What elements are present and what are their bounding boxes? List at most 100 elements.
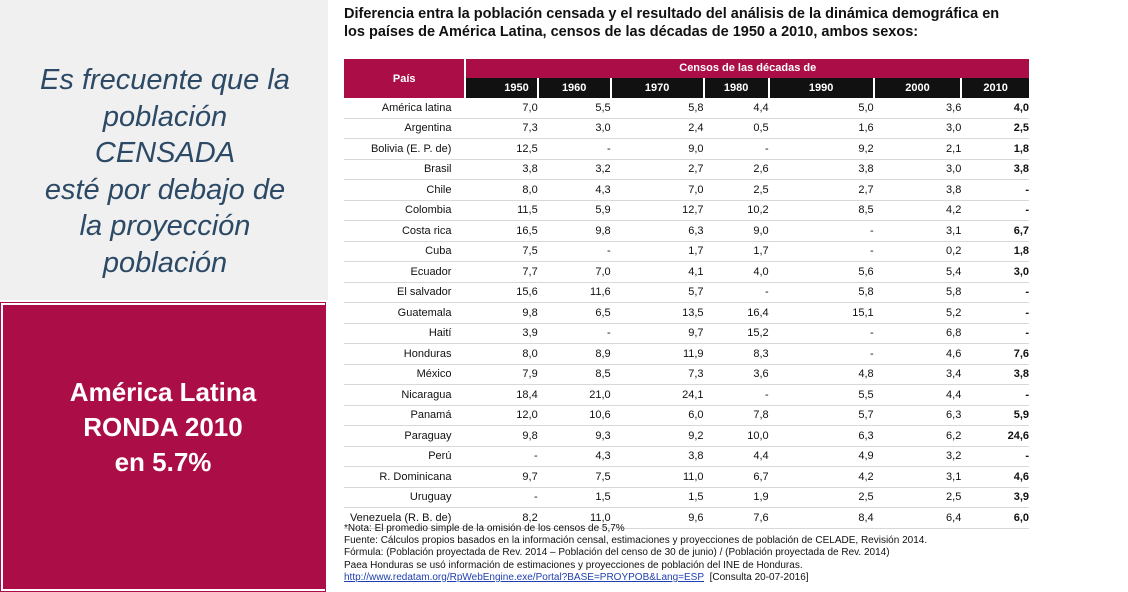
value-cell-1970: 1,5 <box>610 487 704 508</box>
value-cell-1950: 12,5 <box>465 138 538 160</box>
value-cell-1960: 11,0 <box>537 507 611 529</box>
value-cell-1980: 1,7 <box>703 241 769 262</box>
value-cell-1970: 24,1 <box>610 384 704 406</box>
value-cell-1950: 11,5 <box>465 200 538 221</box>
table-notes: *Nota: El promedio simple de la omisión … <box>344 523 1124 584</box>
value-cell-2000: 0,2 <box>873 241 962 262</box>
callout-frame <box>1 303 325 591</box>
value-cell-1950: 3,8 <box>465 159 538 180</box>
source-link[interactable]: http://www.redatam.org/RpWebEngine.exe/P… <box>344 571 705 583</box>
title-line-1: Diferencia entra la población censada y … <box>344 6 1000 22</box>
table-row: Panamá 12,0 10,6 6,0 7,8 5,7 6,3 5,9 <box>344 405 1029 426</box>
value-cell-2010: 1,8 <box>961 138 1029 160</box>
value-cell-1950: 7,5 <box>465 241 538 262</box>
callout-line: RONDA 2010 <box>83 412 243 442</box>
value-cell-1990: 3,8 <box>768 159 874 180</box>
value-cell-2000: 4,6 <box>873 343 962 365</box>
table-row: Costa rica 16,5 9,8 6,3 9,0-3,1 6,7 <box>344 220 1029 242</box>
table-row: Chile 8,0 4,3 7,0 2,5 2,7 3,8- <box>344 179 1029 201</box>
value-cell-1950: 9,8 <box>465 425 538 447</box>
left-quote-panel: Es frecuente que la población CENSADA esté … <box>0 0 328 300</box>
value-cell-1990: 8,5 <box>768 200 874 221</box>
value-cell-2010: - <box>961 302 1029 324</box>
value-cell-1960: 8,5 <box>537 364 611 385</box>
value-cell-1950: 7,3 <box>465 118 538 139</box>
value-cell-2010: 2,5 <box>961 118 1029 139</box>
value-cell-2010: - <box>961 446 1029 467</box>
value-cell-1990: - <box>768 241 874 262</box>
value-cell-1990: 4,9 <box>768 446 874 467</box>
value-cell-1980: 8,3 <box>703 343 769 365</box>
value-cell-1990: 8,4 <box>768 507 874 529</box>
value-cell-1950: - <box>465 487 538 508</box>
value-cell-1990: 1,6 <box>768 118 874 139</box>
value-cell-1980: 2,5 <box>703 179 769 201</box>
value-cell-1990: 5,7 <box>768 405 874 426</box>
value-cell-1980: 1,9 <box>703 487 769 508</box>
value-cell-1990: 5,6 <box>768 261 874 283</box>
callout-line: América Latina <box>69 377 257 407</box>
census-table: País Censos de las décadas de 1950 1960 19… <box>344 59 1029 529</box>
column-header-country: País <box>344 59 467 98</box>
country-cell: Venezuela (R. B. de) <box>344 507 466 529</box>
value-cell-2010: 6,7 <box>961 220 1029 242</box>
value-cell-1980: 15,2 <box>703 323 769 344</box>
value-cell-2010: 24,6 <box>961 425 1029 447</box>
table-row: Guatemala 9,8 6,5 13,5 16,4 15,1 5,2- <box>344 302 1029 324</box>
country-cell: Nicaragua <box>344 384 466 406</box>
table-row: Venezuela (R. B. de) 8,2 11,0 9,6 7,6 8,4 6,4 6… <box>344 507 1029 529</box>
value-cell-1970: 4,1 <box>610 261 704 283</box>
value-cell-2010: - <box>961 200 1029 221</box>
value-cell-1970: 3,8 <box>610 446 704 467</box>
table-row: Cuba 7,5-1,7 1,7-0,2 1,8 <box>344 241 1029 262</box>
value-cell-2000: 3,1 <box>873 220 962 242</box>
value-cell-1980: 0,5 <box>703 118 769 139</box>
country-cell: El salvador <box>344 282 466 303</box>
year-header-1980: 1980 <box>703 77 770 98</box>
value-cell-2010: 5,9 <box>961 405 1029 426</box>
table-row: Brasil 3,8 3,2 2,7 2,6 3,8 3,0 3,8 <box>344 159 1029 180</box>
value-cell-1990: - <box>768 343 874 365</box>
table-row: Perú -4,3 3,8 4,4 4,9 3,2- <box>344 446 1029 467</box>
value-cell-2010: 1,8 <box>961 241 1029 262</box>
value-cell-1990: - <box>768 323 874 344</box>
value-cell-1980: - <box>703 138 769 160</box>
country-cell: Chile <box>344 179 466 201</box>
value-cell-1980: 3,6 <box>703 364 769 385</box>
quote-line: población <box>102 246 228 279</box>
value-cell-2000: 5,4 <box>873 261 962 283</box>
value-cell-1970: 9,0 <box>610 138 704 160</box>
value-cell-1980: 16,4 <box>703 302 769 324</box>
country-cell: Bolivia (E. P. de) <box>344 138 466 160</box>
value-cell-2010: 3,9 <box>961 487 1029 508</box>
note-source: Fuente: Cálculos propios basados en la i… <box>344 535 928 547</box>
value-cell-1960: - <box>537 323 611 344</box>
value-cell-1950: 12,0 <box>465 405 538 426</box>
year-header-1970: 1970 <box>610 77 705 98</box>
value-cell-1950: 8,0 <box>465 343 538 365</box>
value-cell-1970: 12,7 <box>610 200 704 221</box>
country-cell: Ecuador <box>344 261 466 283</box>
value-cell-1960: 10,6 <box>537 405 611 426</box>
value-cell-2010: - <box>961 179 1029 201</box>
table-title: Diferencia entra la población censada y … <box>344 5 1124 41</box>
value-cell-1950: 8,0 <box>465 179 538 201</box>
callout-line: en 5.7% <box>114 447 212 477</box>
table-row: R. Dominicana 9,7 7,5 11,0 6,7 4,2 3,1 4,6 <box>344 466 1029 488</box>
value-cell-1980: - <box>703 384 769 406</box>
value-cell-2010: 3,8 <box>961 159 1029 180</box>
value-cell-1980: 6,7 <box>703 466 769 488</box>
value-cell-1960: 3,0 <box>537 118 611 139</box>
value-cell-1950: - <box>465 446 538 467</box>
value-cell-2000: 3,0 <box>873 118 962 139</box>
value-cell-2000: 6,4 <box>873 507 962 529</box>
table-row: México 7,9 8,5 7,3 3,6 4,8 3,4 3,8 <box>344 364 1029 385</box>
value-cell-1980: 4,4 <box>703 98 769 119</box>
value-cell-2000: 5,2 <box>873 302 962 324</box>
value-cell-1970: 2,7 <box>610 159 704 180</box>
value-cell-1960: 4,3 <box>537 446 611 467</box>
value-cell-2010: 3,8 <box>961 364 1029 385</box>
table-row: Ecuador 7,7 7,0 4,1 4,0 5,6 5,4 3,0 <box>344 261 1029 283</box>
value-cell-1960: 9,3 <box>537 425 611 447</box>
year-header-2010: 2010 <box>961 77 1029 98</box>
